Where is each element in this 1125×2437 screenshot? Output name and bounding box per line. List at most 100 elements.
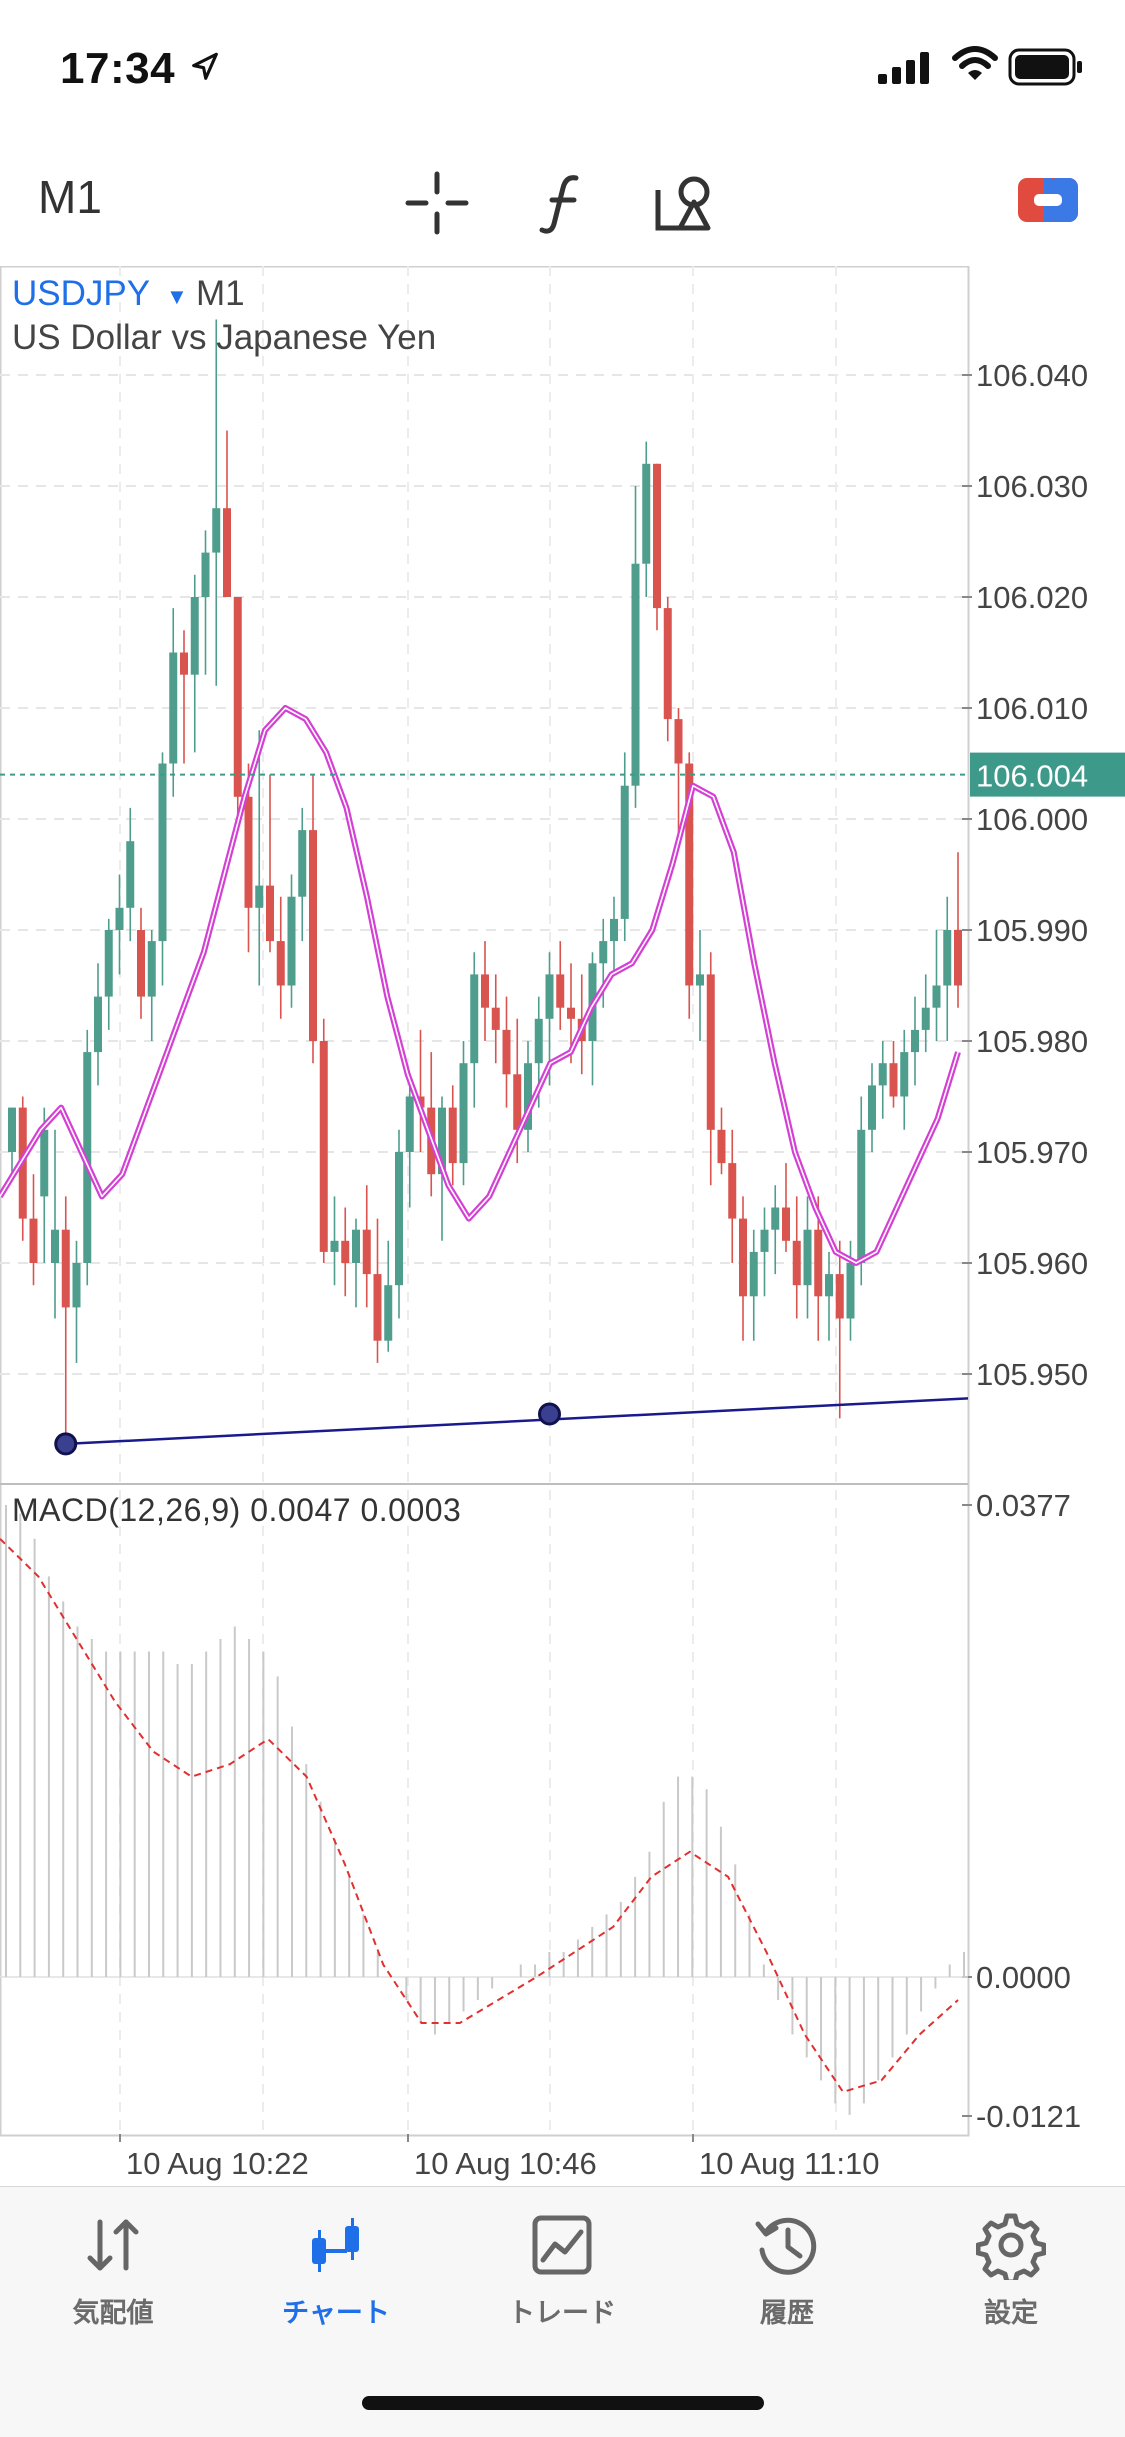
symbol-dropdown-icon[interactable]: ▼ [166, 284, 188, 309]
bearish-candle [448, 1107, 457, 1164]
bullish-candle [900, 1052, 909, 1097]
status-time: 17:34 [60, 44, 176, 93]
tab-quotes[interactable]: 気配値 [28, 2210, 198, 2340]
timeframe-selector[interactable]: M1 [38, 171, 102, 223]
bullish-candle [803, 1229, 812, 1286]
tab-chart[interactable]: チャート [251, 2210, 421, 2340]
chart-symbol[interactable]: USDJPY [12, 274, 151, 313]
bullish-candle [212, 508, 221, 553]
bullish-candle [384, 1285, 393, 1341]
bearish-candle [362, 1229, 371, 1275]
bullish-candle [825, 1274, 833, 1297]
macd-tick-label: -0.0121 [976, 2099, 1081, 2134]
bearish-candle [889, 1063, 898, 1097]
bullish-candle [846, 1263, 855, 1319]
price-tick-label: 105.950 [976, 1357, 1088, 1392]
bullish-candle [201, 552, 210, 597]
price-tick-label: 105.960 [976, 1246, 1088, 1281]
status-bar: 17:34 [0, 0, 1125, 140]
bearish-candle [244, 796, 253, 908]
objects-shapes-icon[interactable] [650, 168, 720, 238]
tab-history[interactable]: 履歴 [702, 2210, 872, 2340]
price-tick-label: 106.010 [976, 691, 1088, 726]
bullish-candle [631, 563, 640, 786]
bullish-candle [760, 1229, 769, 1252]
current-price-label: 106.004 [976, 759, 1088, 794]
chart-frame [0, 266, 970, 2137]
bullish-candle [352, 1229, 360, 1263]
tab-trade[interactable]: トレード [477, 2210, 647, 2340]
indicators-function-icon[interactable] [528, 168, 598, 238]
bullish-candle [104, 930, 113, 997]
bearish-candle [835, 1274, 844, 1319]
bullish-candle [438, 1107, 446, 1175]
cellular-signal-icon [878, 52, 929, 84]
bullish-candle [771, 1207, 780, 1230]
bullish-candle [642, 463, 651, 564]
bearish-candle [782, 1207, 790, 1241]
crosshair-icon[interactable] [402, 168, 472, 238]
tab-settings-label: 設定 [984, 2298, 1038, 2328]
bearish-candle [792, 1240, 801, 1286]
bearish-candle [717, 1129, 726, 1164]
bearish-candle [373, 1274, 382, 1341]
bullish-candle [51, 1229, 59, 1263]
bearish-candle [61, 1229, 70, 1308]
bullish-candle [545, 974, 554, 1019]
bullish-candle [126, 841, 135, 908]
bearish-candle [276, 941, 285, 986]
bearish-candle [481, 974, 489, 1008]
macd-indicator-label: MACD(12,26,9) 0.0047 0.0003 [12, 1492, 462, 1528]
home-indicator[interactable] [362, 2396, 764, 2410]
bearish-candle [728, 1163, 737, 1219]
price-tick-label: 105.970 [976, 1135, 1088, 1170]
chart-icon [312, 2218, 359, 2272]
bullish-candle [534, 1018, 543, 1064]
bullish-candle [158, 763, 167, 942]
trendline-anchor-handle[interactable] [54, 1432, 78, 1456]
bullish-candle [40, 1129, 49, 1197]
trendline-anchor-handle[interactable] [538, 1402, 561, 1426]
bullish-candle [72, 1263, 81, 1308]
settings-gear-icon [975, 2213, 1047, 2285]
tab-history-label: 履歴 [760, 2298, 814, 2328]
bottom-tab-bar [0, 2186, 1125, 2437]
tab-settings[interactable]: 設定 [926, 2210, 1096, 2340]
time-axis-label: 10 Aug 10:22 [126, 2146, 309, 2181]
bearish-candle [491, 1007, 500, 1030]
trendline[interactable] [65, 1397, 969, 1446]
bullish-candle [395, 1152, 403, 1286]
one-click-trading-icon[interactable] [1016, 172, 1080, 228]
price-chart[interactable]: 106.040 106.030 106.020 106.010 106.000 105.9… [0, 266, 1125, 2186]
bearish-candle [137, 930, 145, 997]
bullish-candle [524, 1063, 532, 1130]
bullish-candle [147, 941, 156, 997]
bullish-candle [470, 974, 479, 1064]
bullish-candle [932, 985, 941, 1008]
price-tick-label: 105.980 [976, 1024, 1088, 1059]
bearish-candle [29, 1218, 38, 1263]
bullish-candle [911, 1029, 919, 1053]
bullish-candle [405, 1096, 414, 1152]
tab-quotes-label: 気配値 [72, 2298, 154, 2328]
time-axis-label: 10 Aug 11:10 [699, 2146, 879, 2181]
price-tick-label: 106.000 [976, 802, 1088, 837]
wifi-icon [952, 46, 998, 80]
bearish-candle [309, 830, 317, 1041]
chart-timeframe: M1 [196, 274, 245, 313]
price-tick-label: 106.020 [976, 580, 1088, 615]
price-tick-label: 106.040 [976, 358, 1088, 393]
bearish-candle [233, 597, 242, 797]
battery-icon [1008, 48, 1082, 86]
bearish-candle [663, 608, 672, 720]
bullish-candle [169, 652, 178, 764]
bearish-candle [266, 885, 274, 942]
bearish-candle [502, 1029, 511, 1075]
bullish-candle [459, 1063, 468, 1164]
bearish-candle [739, 1218, 747, 1297]
bearish-candle [319, 1041, 328, 1252]
bullish-candle [115, 907, 124, 930]
bearish-candle [341, 1240, 350, 1263]
bullish-candle [190, 597, 199, 675]
bearish-candle [180, 652, 188, 675]
